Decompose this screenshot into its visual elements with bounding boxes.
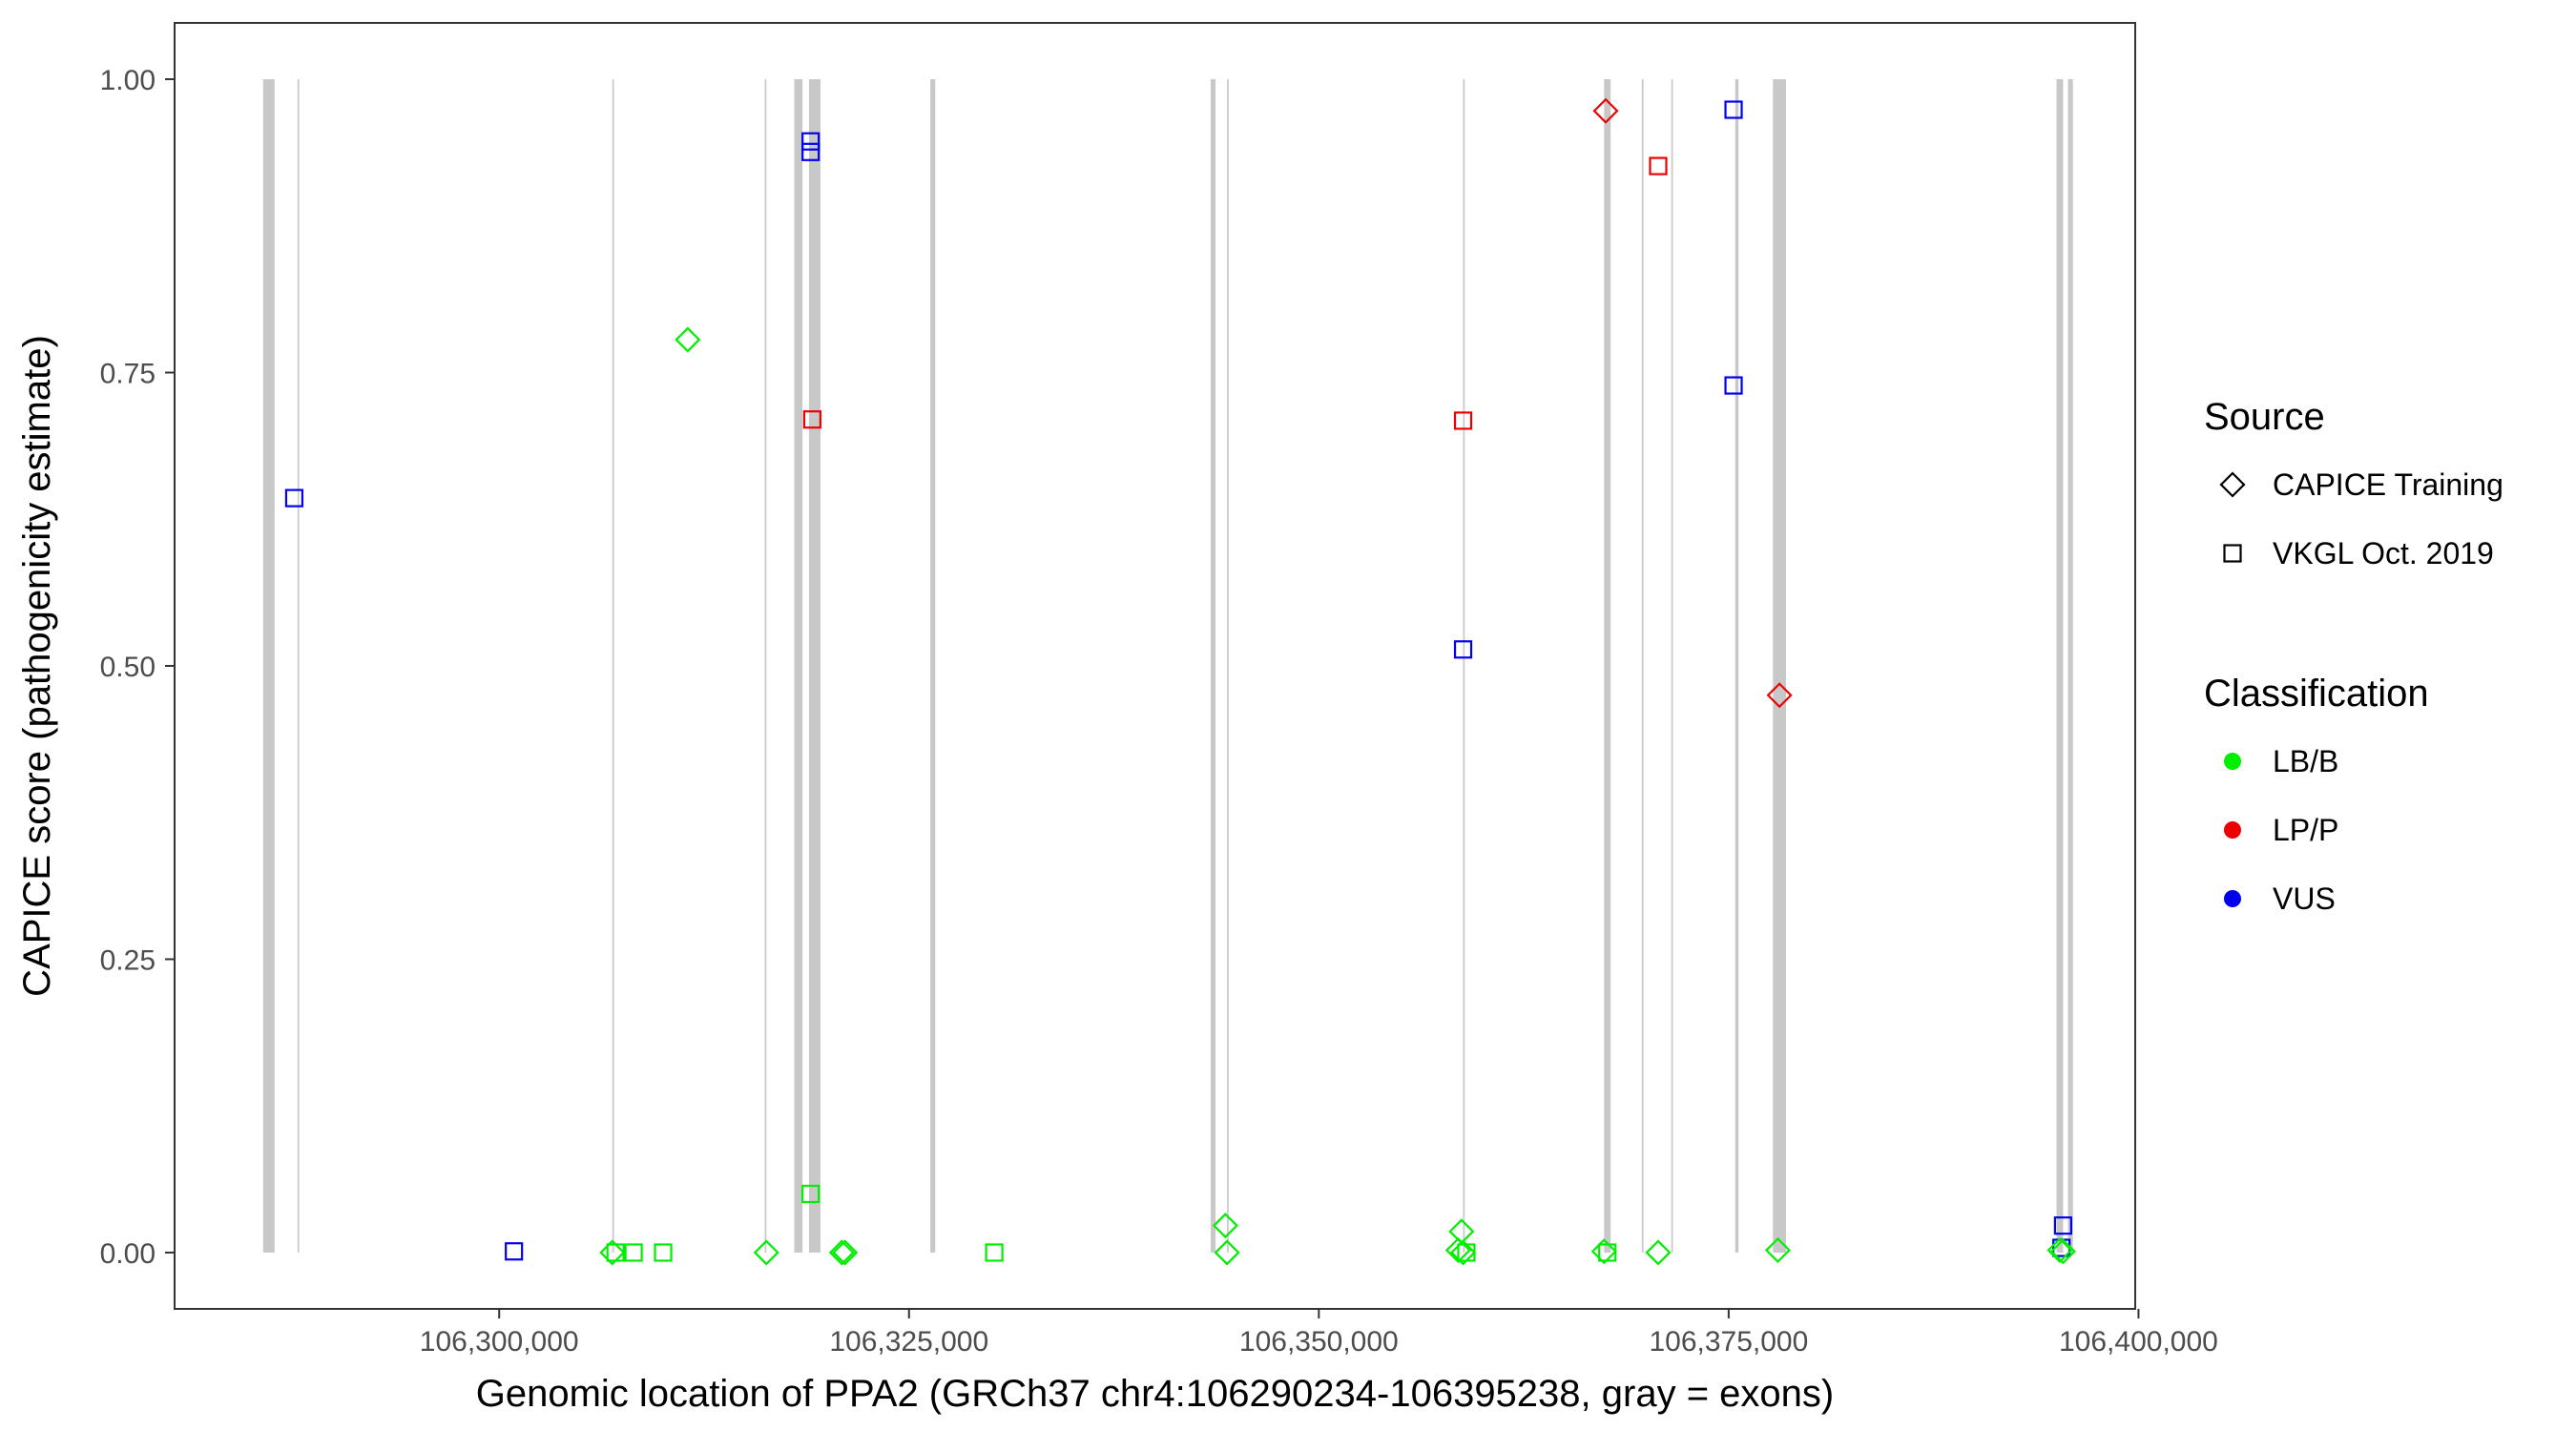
data-point-square xyxy=(624,1243,643,1262)
x-tick-label: 106,400,000 xyxy=(2059,1326,2218,1358)
y-tick-label: 0.25 xyxy=(100,944,156,976)
data-point-square xyxy=(801,1184,821,1204)
exon-band xyxy=(1210,79,1216,1253)
y-tick-label: 1.00 xyxy=(100,65,156,96)
y-tick-label: 0.75 xyxy=(100,359,156,390)
data-point-square xyxy=(2053,1216,2072,1235)
data-point-diamond xyxy=(1766,682,1793,709)
data-point-square xyxy=(1457,1243,1476,1262)
exon-band xyxy=(1773,79,1787,1253)
data-point-square xyxy=(505,1242,524,1261)
data-points xyxy=(284,97,2076,1266)
exon-band xyxy=(930,79,936,1253)
legend-label: LB/B xyxy=(2273,744,2338,778)
x-axis: 106,300,000 106,325,000 106,350,000 106,375… xyxy=(420,1309,2218,1358)
data-point-square xyxy=(1724,100,1743,119)
y-axis: 0.00 0.25 0.50 0.75 1.00 xyxy=(100,65,175,1270)
x-tick-label: 106,325,000 xyxy=(829,1326,988,1358)
x-tick-label: 106,375,000 xyxy=(1649,1326,1808,1358)
exon-bands xyxy=(262,79,2073,1253)
data-point-square xyxy=(284,488,304,508)
data-point-square xyxy=(1453,640,1473,659)
data-point-square xyxy=(985,1243,1004,1262)
exon-band xyxy=(1735,79,1739,1253)
data-point-square xyxy=(606,1243,625,1262)
legend-key-dot xyxy=(2224,753,2241,770)
data-point-diamond xyxy=(1212,1213,1238,1239)
data-point-square xyxy=(802,410,821,429)
exon-band xyxy=(2056,79,2064,1253)
data-point-diamond xyxy=(2046,1236,2073,1264)
data-point-diamond xyxy=(753,1239,779,1266)
data-point-square xyxy=(654,1243,673,1262)
legend-source: Source CAPICE Training VKGL Oct. 2019 xyxy=(2204,396,2503,570)
exon-band xyxy=(1604,79,1611,1253)
exon-band xyxy=(1641,79,1644,1253)
data-point-square xyxy=(801,142,821,161)
exon-band xyxy=(764,79,767,1253)
data-point-square xyxy=(1724,376,1743,395)
legend-label: LP/P xyxy=(2273,813,2338,847)
legend-key-square xyxy=(2223,544,2242,563)
data-point-diamond xyxy=(828,1239,855,1266)
data-point-square xyxy=(801,132,821,151)
legend: Source CAPICE Training VKGL Oct. 2019 Class… xyxy=(2204,396,2503,916)
legend-key-diamond xyxy=(2219,471,2246,498)
y-tick-label: 0.50 xyxy=(100,652,156,683)
data-point-square xyxy=(1598,1243,1617,1262)
data-point-square xyxy=(1649,156,1668,176)
exon-band xyxy=(794,79,803,1253)
y-axis-title: CAPICE score (pathogenicity estimate) xyxy=(16,335,58,997)
legend-label: CAPICE Training xyxy=(2273,467,2503,502)
legend-key-dot xyxy=(2224,821,2241,839)
data-point-diamond xyxy=(2049,1238,2076,1265)
exon-band xyxy=(262,79,275,1253)
legend-title: Classification xyxy=(2204,673,2429,715)
x-axis-title: Genomic location of PPA2 (GRCh37 chr4:10… xyxy=(476,1373,1834,1415)
exon-band xyxy=(1671,79,1673,1253)
legend-label: VUS xyxy=(2273,881,2336,916)
data-point-diamond xyxy=(599,1239,626,1266)
legend-label: VKGL Oct. 2019 xyxy=(2273,536,2494,570)
data-point-diamond xyxy=(1764,1236,1791,1264)
data-point-diamond xyxy=(1590,1238,1617,1265)
exon-band xyxy=(2067,79,2073,1253)
x-tick-label: 106,300,000 xyxy=(420,1326,579,1358)
data-point-diamond xyxy=(1592,97,1619,124)
legend-key-dot xyxy=(2224,890,2241,907)
exon-band xyxy=(1227,79,1229,1253)
data-point-diamond xyxy=(1214,1239,1240,1266)
exon-band xyxy=(612,79,614,1253)
data-point-diamond xyxy=(1645,1239,1672,1266)
exon-band xyxy=(297,79,300,1253)
legend-title: Source xyxy=(2204,396,2325,438)
legend-classification: Classification LB/B LP/P VUS xyxy=(2204,673,2429,916)
exon-band xyxy=(808,79,821,1253)
data-point-diamond xyxy=(675,326,701,353)
data-point-square xyxy=(1453,411,1473,430)
data-point-diamond xyxy=(1449,1239,1477,1266)
x-tick-label: 106,350,000 xyxy=(1239,1326,1399,1358)
exon-band xyxy=(1463,79,1465,1253)
data-point-diamond xyxy=(832,1239,859,1266)
y-tick-label: 0.00 xyxy=(100,1238,156,1270)
